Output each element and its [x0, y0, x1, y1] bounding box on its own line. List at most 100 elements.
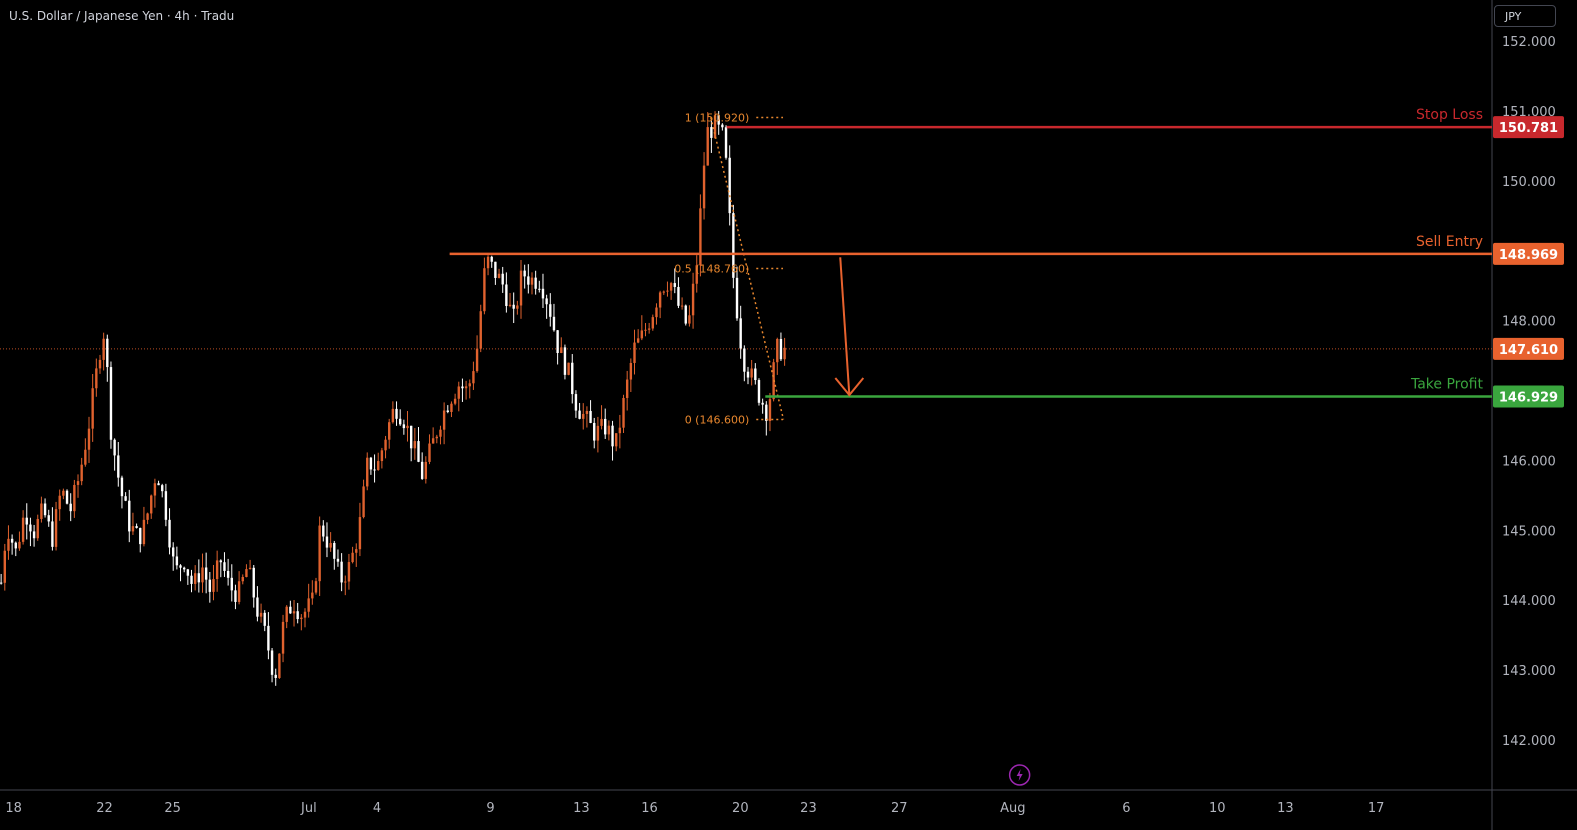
candle-body [325, 536, 329, 548]
candle-body [201, 567, 204, 583]
candle-body [274, 674, 277, 678]
candle-body [208, 579, 212, 592]
candle-body [541, 288, 545, 299]
fib-level-label: 1 (150.920) [685, 111, 750, 124]
fib-trend-line [710, 117, 785, 420]
candle-body [505, 284, 508, 306]
candle-body [80, 464, 83, 482]
candle-body [479, 311, 482, 349]
time-tick-label: 27 [891, 801, 908, 816]
candle-body [633, 342, 636, 363]
candle-body [21, 517, 25, 542]
candle-body [757, 380, 761, 403]
candle-body [768, 399, 772, 421]
candle-body [571, 362, 574, 395]
candle-body [204, 567, 208, 580]
candle-body [281, 621, 285, 654]
lightning-icon [1008, 764, 1031, 786]
price-axis-label: 146.929 [1499, 390, 1558, 405]
candle-body [483, 268, 486, 312]
candle-body [384, 439, 387, 451]
candle-body [538, 288, 541, 290]
candle-body [556, 330, 559, 353]
candle-body [424, 461, 428, 479]
candle-body [131, 526, 135, 532]
currency-selector-button[interactable]: JPY [1494, 5, 1556, 27]
candle-body [439, 429, 442, 437]
candle-body [428, 443, 431, 462]
candle-body [688, 315, 691, 324]
candle-body [677, 286, 680, 306]
candle-body [65, 490, 69, 504]
candle-body [303, 611, 307, 618]
candle-body [87, 428, 91, 450]
candle-body [516, 305, 519, 309]
candle-body [245, 569, 248, 577]
candle-body [435, 436, 439, 439]
candle-body [750, 368, 753, 378]
candle-body [552, 316, 556, 331]
time-tick-label: 25 [164, 801, 181, 816]
time-tick-label: 20 [732, 801, 749, 816]
candle-body [117, 455, 120, 478]
candle-body [596, 425, 600, 441]
candle-body [292, 611, 296, 614]
fib-level-label: 0 (146.600) [685, 413, 750, 426]
candle-body [76, 481, 80, 485]
candle-body [574, 394, 578, 411]
candle-body [146, 513, 149, 520]
candle-body [318, 525, 321, 582]
current-price-label: 147.610 [1499, 343, 1558, 358]
candle-body [7, 538, 10, 551]
candle-body [651, 317, 655, 329]
price-tick-label: 142.000 [1502, 734, 1556, 749]
time-tick-label: 13 [1277, 801, 1294, 816]
time-tick-label: Aug [1000, 801, 1025, 816]
lightning-icon-glyph [1016, 769, 1023, 781]
candle-body [702, 165, 706, 209]
candle-body [717, 115, 720, 125]
level-name-label: Stop Loss [1416, 107, 1483, 123]
candle-body [640, 330, 644, 339]
candle-body [629, 362, 633, 380]
candle-body [226, 570, 230, 578]
candle-body [728, 157, 731, 214]
candle-body [366, 457, 369, 487]
candle-body [494, 261, 497, 278]
candle-body [636, 338, 640, 343]
candle-body [523, 270, 526, 277]
candle-body [333, 542, 336, 559]
price-axis-label: 150.781 [1499, 121, 1558, 136]
candle-body [501, 273, 504, 285]
candle-body [373, 469, 376, 471]
candle-body [314, 581, 318, 593]
candle-body [18, 541, 21, 549]
candle-body [161, 485, 164, 492]
candle-body [377, 461, 380, 470]
candle-body [179, 565, 182, 568]
candle-body [743, 348, 746, 372]
trade-levels: Stop Loss 150.781 Sell Entry 148.969 Take Pr… [449, 107, 1564, 408]
candle-body [51, 521, 54, 547]
candle-body [14, 542, 17, 549]
candle-body [545, 298, 548, 305]
candle-body [362, 486, 365, 518]
candle-body [486, 256, 490, 269]
candle-body [519, 270, 523, 306]
candle-body [54, 509, 58, 547]
candle-body [219, 560, 223, 563]
candle-body [680, 305, 684, 307]
candle-body [431, 438, 435, 444]
candle-body [604, 418, 607, 435]
candle-body [607, 425, 611, 435]
time-tick-label: 16 [641, 801, 658, 816]
candle-body [754, 368, 757, 381]
candle-body [256, 597, 259, 617]
time-tick-label: 9 [486, 801, 494, 816]
price-tick-label: 146.000 [1502, 454, 1556, 469]
time-tick-label: 6 [1122, 801, 1130, 816]
candle-body [73, 484, 76, 512]
